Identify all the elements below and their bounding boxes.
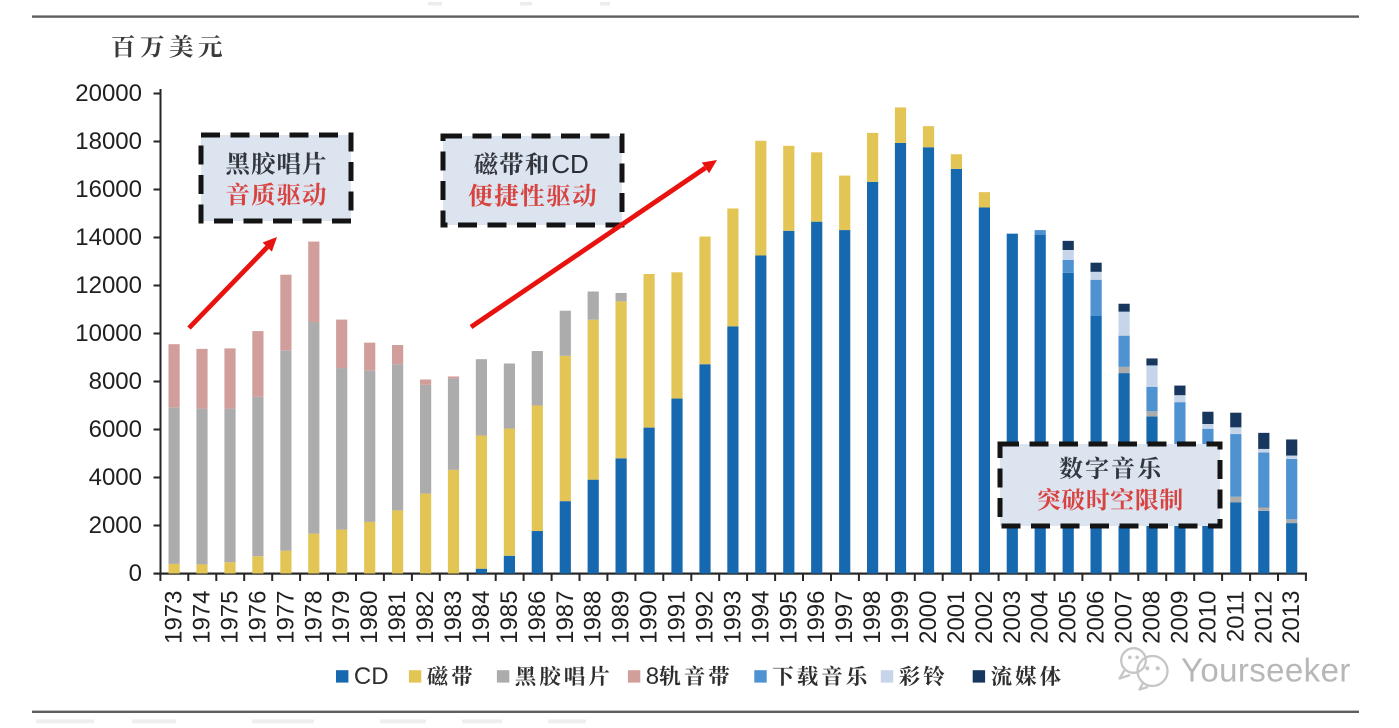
svg-text:1990: 1990 — [636, 591, 663, 644]
svg-text:1998: 1998 — [859, 591, 886, 644]
svg-text:1989: 1989 — [608, 591, 635, 644]
svg-text:1980: 1980 — [356, 591, 383, 644]
svg-text:2001: 2001 — [943, 591, 970, 644]
svg-text:1983: 1983 — [440, 591, 467, 644]
svg-text:Yourseeker: Yourseeker — [1181, 652, 1351, 689]
svg-text:1992: 1992 — [692, 591, 719, 644]
svg-text:1995: 1995 — [775, 591, 802, 644]
svg-text:1984: 1984 — [468, 591, 495, 644]
svg-text:1997: 1997 — [831, 591, 858, 644]
svg-text:1976: 1976 — [244, 591, 271, 644]
svg-text:1987: 1987 — [552, 591, 579, 644]
svg-text:1991: 1991 — [664, 591, 691, 644]
svg-text:2012: 2012 — [1250, 591, 1277, 644]
svg-text:2008: 2008 — [1139, 591, 1166, 644]
svg-text:2011: 2011 — [1222, 591, 1249, 643]
svg-text:1999: 1999 — [887, 591, 914, 644]
svg-text:1994: 1994 — [747, 591, 774, 644]
svg-text:2000: 2000 — [915, 591, 942, 644]
svg-text:8: 8 — [646, 663, 659, 690]
svg-text:20000: 20000 — [75, 80, 142, 107]
svg-text:CD: CD — [551, 149, 589, 179]
svg-text:14000: 14000 — [75, 224, 142, 251]
svg-text:1985: 1985 — [496, 591, 523, 644]
svg-text:2005: 2005 — [1055, 591, 1082, 644]
svg-text:1996: 1996 — [803, 591, 830, 644]
svg-text:2013: 2013 — [1278, 591, 1305, 644]
svg-text:1982: 1982 — [412, 591, 439, 644]
svg-text:2009: 2009 — [1166, 591, 1193, 644]
svg-text:10000: 10000 — [75, 320, 142, 347]
svg-text:2002: 2002 — [971, 591, 998, 644]
svg-text:0: 0 — [129, 560, 142, 587]
svg-text:2006: 2006 — [1083, 591, 1110, 644]
svg-text:1981: 1981 — [384, 591, 411, 644]
svg-text:12000: 12000 — [75, 272, 142, 299]
svg-text:1978: 1978 — [300, 591, 327, 644]
svg-text:2000: 2000 — [89, 512, 142, 539]
svg-text:2010: 2010 — [1194, 591, 1221, 644]
svg-text:1986: 1986 — [524, 591, 551, 644]
svg-text:1993: 1993 — [719, 591, 746, 644]
svg-text:1974: 1974 — [189, 591, 216, 644]
svg-text:16000: 16000 — [75, 176, 142, 203]
svg-text:1975: 1975 — [217, 591, 244, 644]
svg-text:6000: 6000 — [89, 416, 142, 443]
svg-text:1977: 1977 — [272, 591, 299, 644]
svg-text:1979: 1979 — [328, 591, 355, 644]
svg-text:2004: 2004 — [1027, 591, 1054, 644]
svg-text:8000: 8000 — [89, 368, 142, 395]
svg-text:2007: 2007 — [1111, 591, 1138, 644]
svg-text:CD: CD — [354, 663, 389, 690]
svg-text:1988: 1988 — [580, 591, 607, 644]
svg-text:4000: 4000 — [89, 464, 142, 491]
svg-text:1973: 1973 — [161, 591, 188, 644]
svg-text:18000: 18000 — [75, 128, 142, 155]
svg-text:2003: 2003 — [999, 591, 1026, 644]
